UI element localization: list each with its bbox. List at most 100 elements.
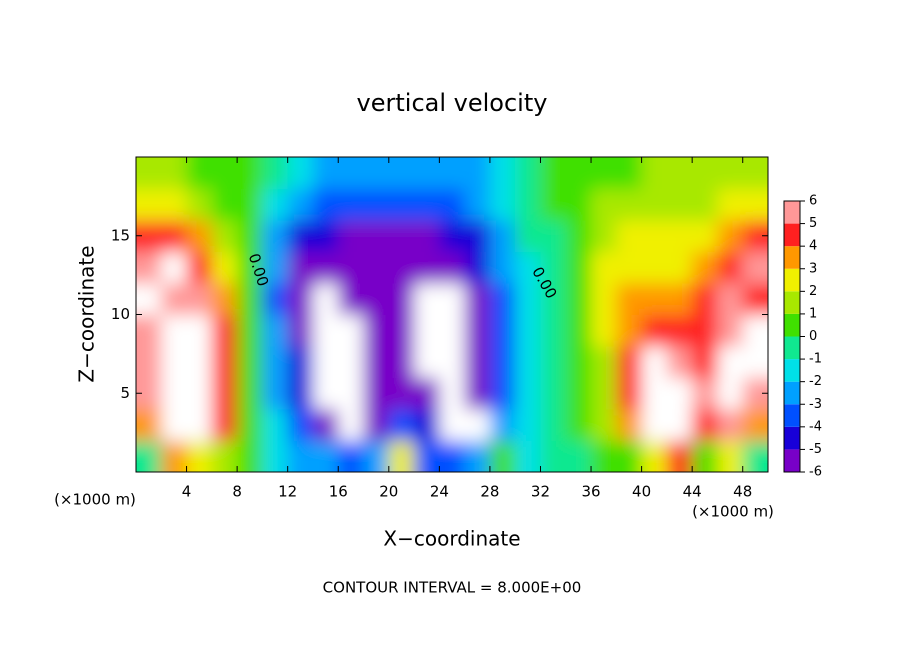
heat-cell — [414, 188, 440, 221]
heat-cell — [186, 188, 213, 221]
heat-cell — [742, 314, 768, 347]
heat-cell — [363, 377, 390, 410]
heat-cell — [717, 314, 744, 347]
heat-cell — [312, 346, 339, 378]
heat-cell — [237, 157, 263, 189]
heat-cell — [439, 314, 466, 347]
heat-cell — [414, 440, 440, 472]
heat-cell — [464, 157, 491, 189]
heat-cell — [464, 377, 491, 410]
heat-cell — [363, 346, 390, 378]
heat-cell — [312, 409, 339, 441]
colorbar-tick-label: 2 — [809, 284, 817, 299]
heat-cell — [616, 409, 643, 441]
heat-cell — [237, 377, 263, 410]
heat-cell — [489, 283, 516, 315]
heat-cell — [540, 346, 567, 378]
heat-cell — [742, 440, 768, 472]
heat-cell — [489, 377, 516, 410]
heat-cell — [262, 440, 289, 472]
footer: CONTOUR INTERVAL = 8.000E+00 — [323, 579, 582, 597]
heat-cell — [717, 409, 744, 441]
colorbar-tick-label: -3 — [809, 397, 822, 412]
heat-cell — [414, 409, 440, 441]
heat-cell — [515, 440, 541, 472]
y-axis-label: Z−coordinate — [75, 245, 99, 382]
heat-cell — [186, 377, 213, 410]
colorbar-tick-label: -2 — [809, 374, 822, 389]
heat-cell — [540, 283, 567, 315]
heat-cell — [414, 251, 440, 284]
x-tick-label: 44 — [683, 483, 702, 501]
colorbar-tick-label: 3 — [809, 261, 817, 276]
heat-cell — [591, 157, 617, 189]
heat-cell — [717, 346, 744, 378]
heat-cell — [363, 440, 390, 472]
heat-cell — [692, 220, 718, 252]
heat-cell — [136, 283, 162, 315]
heat-cell — [287, 377, 314, 410]
heat-cell — [717, 157, 744, 189]
heat-cell — [287, 346, 314, 378]
heat-cell — [161, 251, 188, 284]
x-tick-label: 32 — [531, 483, 550, 501]
heat-cell — [641, 314, 668, 347]
heat-cell — [338, 409, 365, 441]
colorbar-swatch — [784, 223, 800, 247]
heat-cell — [338, 220, 365, 252]
heat-cell — [591, 188, 617, 221]
heat-cell — [363, 188, 390, 221]
heat-cell — [312, 220, 339, 252]
heat-cell — [136, 377, 162, 410]
heat-cell — [565, 346, 592, 378]
heat-cell — [414, 346, 440, 378]
heat-cell — [565, 377, 592, 410]
heat-cell — [692, 346, 718, 378]
heat-cell — [717, 220, 744, 252]
heat-cell — [186, 251, 213, 284]
heat-cell — [161, 314, 188, 347]
heat-cell — [211, 440, 238, 472]
heat-cell — [388, 220, 415, 252]
heat-cell — [641, 188, 668, 221]
heat-cell — [161, 377, 188, 410]
heat-cell — [211, 220, 238, 252]
heat-cell — [211, 251, 238, 284]
colorbar-swatch — [784, 313, 800, 337]
x-tick-label: 24 — [430, 483, 449, 501]
colorbar-swatch — [784, 404, 800, 427]
colorbar-tick-label: -1 — [809, 352, 822, 367]
heat-cell — [439, 251, 466, 284]
heat-cell — [388, 251, 415, 284]
heat-cell — [287, 283, 314, 315]
heat-cell — [641, 346, 668, 378]
y-tick-label: 15 — [111, 226, 130, 244]
heat-cell — [515, 409, 541, 441]
x-tick-label: 16 — [329, 483, 348, 501]
heat-cell — [414, 283, 440, 315]
heat-cell — [211, 377, 238, 410]
heat-cell — [439, 440, 466, 472]
colorbar-tick-label: -6 — [809, 465, 822, 480]
colorbar-swatch — [784, 381, 800, 405]
heat-cell — [186, 314, 213, 347]
heat-cell — [439, 188, 466, 221]
heat-cell — [439, 346, 466, 378]
heat-cell — [136, 409, 162, 441]
x-axis-label: X−coordinate — [383, 527, 520, 551]
heat-cell — [666, 283, 693, 315]
heat-cell — [641, 409, 668, 441]
heat-cell — [515, 314, 541, 347]
heat-cell — [489, 188, 516, 221]
colorbar-swatch — [784, 359, 800, 382]
heat-cell — [692, 283, 718, 315]
heat-cell — [666, 377, 693, 410]
heat-cell — [363, 314, 390, 347]
heat-cell — [515, 283, 541, 315]
x-tick-label: 20 — [379, 483, 398, 501]
heat-cell — [692, 440, 718, 472]
heat-cell — [616, 188, 643, 221]
heat-cell — [565, 220, 592, 252]
heat-cell — [363, 251, 390, 284]
heat-cell — [363, 409, 390, 441]
